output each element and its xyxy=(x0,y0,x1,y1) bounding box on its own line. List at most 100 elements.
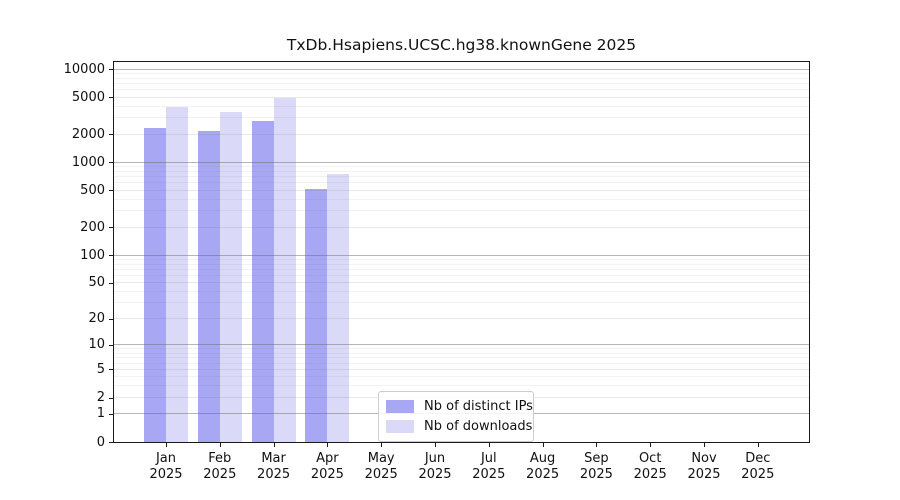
gridline-minor-900 xyxy=(114,166,809,167)
x-tick-label-sep: Sep 2025 xyxy=(564,451,628,483)
x-tick-mark-jun xyxy=(435,443,436,447)
x-tick-mark-aug xyxy=(542,443,544,447)
gridline-minor-8 xyxy=(114,353,809,354)
x-tick-label-feb: Feb 2025 xyxy=(188,451,252,483)
y-tick-mark-50 xyxy=(109,282,113,284)
x-tick-label-oct: Oct 2025 xyxy=(618,451,682,483)
gridline-5000 xyxy=(114,97,809,98)
gridline-500 xyxy=(114,190,809,191)
legend-swatch-downloads xyxy=(386,420,414,433)
y-tick-label-5: 5 xyxy=(96,361,105,377)
x-tick-year: 2025 xyxy=(257,467,291,482)
x-tick-label-apr: Apr 2025 xyxy=(295,451,359,483)
x-tick-label-jun: Jun 2025 xyxy=(403,451,467,483)
legend-label-distinct-ips: Nb of distinct IPs xyxy=(424,399,533,414)
gridlines-layer xyxy=(114,62,809,442)
x-tick-mark-feb xyxy=(219,443,221,447)
legend-item-distinct-ips: Nb of distinct IPs xyxy=(386,398,533,415)
bar-feb-2025-ips xyxy=(197,130,220,442)
gridline-minor-7000 xyxy=(114,83,809,84)
gridline-10000 xyxy=(114,69,809,70)
y-tick-mark-0 xyxy=(109,442,113,443)
y-tick-mark-2000 xyxy=(109,134,113,136)
gridline-50 xyxy=(114,282,809,283)
gridline-minor-40 xyxy=(114,291,809,292)
gridline-10 xyxy=(114,344,809,345)
x-tick-label-mar: Mar 2025 xyxy=(242,451,306,483)
gridline-minor-80 xyxy=(114,264,809,265)
x-tick-mark-jan xyxy=(166,443,167,447)
y-tick-mark-2 xyxy=(109,397,113,399)
bars-layer xyxy=(114,62,809,442)
x-tick-mark-mar xyxy=(273,443,275,447)
x-tick-year: 2025 xyxy=(526,467,560,482)
y-tick-mark-200 xyxy=(109,227,113,229)
y-tick-label-50: 50 xyxy=(88,275,105,291)
plot-area xyxy=(113,61,810,443)
bar-jan-2025-ips xyxy=(144,128,166,442)
y-tick-label-10: 10 xyxy=(88,337,105,353)
x-tick-month: Oct xyxy=(638,451,662,466)
gridline-1000 xyxy=(114,162,809,163)
x-tick-month: Jan xyxy=(155,451,177,466)
gridline-minor-90 xyxy=(114,259,809,260)
x-tick-year: 2025 xyxy=(364,467,398,482)
x-tick-month: May xyxy=(367,451,395,466)
gridline-minor-600 xyxy=(114,182,809,183)
y-tick-label-1000: 1000 xyxy=(71,154,105,170)
bar-apr-2025-downloads xyxy=(327,173,350,442)
y-tick-label-10000: 10000 xyxy=(63,61,105,77)
legend-item-downloads: Nb of downloads xyxy=(386,418,532,435)
x-tick-year: 2025 xyxy=(472,467,506,482)
gridline-minor-4 xyxy=(114,376,809,377)
x-tick-mark-oct xyxy=(650,443,652,447)
x-tick-year: 2025 xyxy=(579,467,613,482)
x-tick-month: Apr xyxy=(316,451,339,466)
x-tick-year: 2025 xyxy=(203,467,237,482)
gridline-minor-6 xyxy=(114,363,809,364)
legend-label-downloads: Nb of downloads xyxy=(424,419,533,434)
x-tick-label-jan: Jan 2025 xyxy=(134,451,198,483)
gridline-minor-9 xyxy=(114,348,809,349)
x-tick-mark-nov xyxy=(704,443,705,447)
x-tick-label-may: May 2025 xyxy=(349,451,413,483)
gridline-200 xyxy=(114,227,809,228)
x-tick-month: Jul xyxy=(480,451,497,466)
y-tick-label-0: 0 xyxy=(96,434,105,450)
x-tick-month: Dec xyxy=(745,451,771,466)
gridline-5 xyxy=(114,369,809,370)
x-tick-year: 2025 xyxy=(741,467,775,482)
x-tick-year: 2025 xyxy=(633,467,667,482)
x-tick-month: Sep xyxy=(584,451,609,466)
gridline-minor-400 xyxy=(114,199,809,200)
y-tick-label-1: 1 xyxy=(96,406,105,422)
x-tick-mark-sep xyxy=(596,443,598,447)
y-tick-label-200: 200 xyxy=(80,219,105,235)
gridline-minor-800 xyxy=(114,171,809,172)
y-tick-mark-5000 xyxy=(109,97,113,99)
x-tick-label-aug: Aug 2025 xyxy=(511,451,575,483)
gridline-minor-30 xyxy=(114,302,809,303)
gridline-100 xyxy=(114,255,809,256)
x-tick-month: Jun xyxy=(424,451,446,466)
bar-mar-2025-ips xyxy=(251,120,274,442)
y-tick-label-100: 100 xyxy=(80,247,105,263)
bar-jan-2025-downloads xyxy=(166,107,188,442)
y-tick-mark-1 xyxy=(109,413,113,415)
gridline-minor-8000 xyxy=(114,78,809,79)
legend-swatch-distinct-ips xyxy=(386,400,414,413)
gridline-minor-9000 xyxy=(114,73,809,74)
x-tick-month: Feb xyxy=(208,451,232,466)
y-tick-label-20: 20 xyxy=(88,311,105,327)
x-tick-year: 2025 xyxy=(310,467,344,482)
bar-feb-2025-downloads xyxy=(219,112,242,442)
gridline-20 xyxy=(114,318,809,319)
y-tick-mark-10000 xyxy=(109,69,113,70)
x-tick-month: Aug xyxy=(529,451,556,466)
x-tick-month: Nov xyxy=(691,451,717,466)
y-tick-mark-10 xyxy=(109,344,113,346)
y-tick-label-5000: 5000 xyxy=(71,89,105,105)
chart-title: TxDb.Hsapiens.UCSC.hg38.knownGene 2025 xyxy=(286,36,637,54)
x-tick-year: 2025 xyxy=(149,467,183,482)
x-tick-label-dec: Dec 2025 xyxy=(726,451,790,483)
